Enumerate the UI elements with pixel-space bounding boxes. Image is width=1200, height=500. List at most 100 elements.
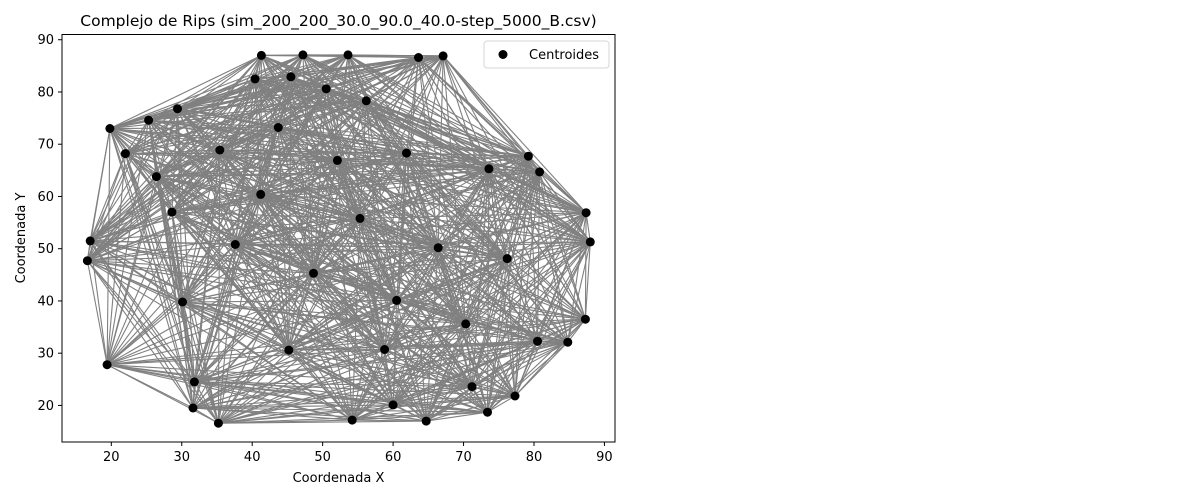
x-tick-label: 20 [103, 450, 120, 465]
rips-edge [171, 76, 292, 213]
rips-edge [194, 381, 427, 422]
centroid-point [230, 240, 240, 249]
rips-edge [234, 194, 262, 245]
rips-edge [288, 171, 540, 351]
rips-edge [278, 127, 508, 260]
rips-edge [177, 108, 221, 151]
rips-edge [313, 272, 386, 350]
rips-edge [288, 348, 385, 351]
chart-title: Complejo de Rips (sim_200_200_30.0_90.0_… [80, 12, 596, 31]
rips-edge [218, 349, 290, 424]
rips-edge [506, 171, 541, 259]
rips-edge [290, 76, 407, 154]
rips-edge [234, 244, 290, 351]
rips-edge [106, 153, 126, 365]
rips-edge [277, 76, 292, 128]
rips-edge [437, 155, 529, 249]
rips-edge [106, 211, 173, 365]
rips-edge [106, 120, 150, 365]
centroid-point [388, 400, 398, 410]
rips-edge [359, 218, 467, 325]
y-axis: 20 30 40 50 60 70 80 90 [37, 33, 62, 414]
rips-edge [288, 160, 338, 351]
rips-edge [219, 149, 236, 245]
rips-edge [218, 420, 427, 424]
rips-edge [437, 247, 489, 413]
rips-edge [471, 340, 538, 388]
rips-edge [393, 404, 488, 413]
rips-edge [106, 364, 219, 424]
rips-edge [277, 127, 315, 274]
rips-edge [471, 212, 587, 387]
rips-edge [288, 168, 490, 351]
rips-edge [148, 120, 173, 213]
rips-edge [148, 119, 361, 219]
rips-edge [181, 149, 221, 303]
rips-edge [277, 127, 386, 350]
rips-edge [176, 108, 195, 382]
rips-edge [392, 340, 538, 406]
rips-edge [277, 127, 467, 325]
centroid-point [510, 391, 520, 401]
rips-edge [325, 88, 407, 154]
centroid-point [105, 124, 115, 133]
rips-edge [87, 211, 173, 262]
rips-edge [193, 149, 221, 382]
rips-edge [87, 260, 385, 351]
rips-edge [182, 301, 488, 413]
rips-edge [465, 258, 508, 325]
rips-edge [194, 381, 394, 406]
rips-edge [325, 88, 490, 170]
y-tick-label: 30 [37, 347, 54, 362]
rips-edge [125, 88, 327, 155]
rips-edge [426, 411, 488, 422]
rips-edge [260, 171, 540, 195]
rips-edge [418, 57, 490, 170]
rips-edge [155, 176, 194, 409]
rips-edge [193, 244, 236, 383]
rips-edge [471, 258, 508, 387]
rips-edge [260, 193, 591, 243]
rips-edge [171, 149, 221, 213]
rips-edge [405, 57, 420, 154]
rips-edge [171, 211, 385, 350]
rips-edge [194, 341, 568, 383]
centroid-point [580, 314, 590, 324]
rips-edge [584, 212, 587, 320]
rips-edge [109, 54, 262, 129]
rips-edge [384, 153, 408, 350]
rips-edge [194, 381, 488, 413]
centroid-point [85, 236, 95, 246]
legend-box [483, 40, 610, 69]
rips-edge [359, 57, 420, 219]
centroid-point [380, 345, 390, 354]
rips-edge [219, 149, 338, 161]
rips-edge [148, 119, 279, 129]
rips-edge [254, 78, 315, 274]
rips-edge [86, 260, 195, 383]
y-tick-label: 70 [37, 138, 54, 153]
rips-edge [336, 160, 398, 301]
rips-edge [313, 171, 540, 274]
rips-edge [194, 323, 466, 383]
centroid-point [533, 336, 542, 346]
rips-edge [288, 349, 473, 388]
rips-edge [89, 54, 304, 242]
rips-edge [442, 55, 587, 214]
rips-edge [384, 300, 398, 350]
rips-edge [235, 243, 586, 320]
centroid-point [256, 189, 266, 199]
rips-edge [312, 100, 367, 274]
rips-edge [393, 395, 516, 406]
x-tick-label: 40 [244, 450, 261, 465]
rips-edge [337, 159, 586, 320]
centroid-point [483, 407, 492, 417]
centroid-point [343, 50, 353, 60]
x-tick-label: 80 [526, 450, 543, 465]
rips-edge [156, 176, 439, 249]
rips-edge [171, 127, 279, 213]
rips-edge [336, 160, 467, 325]
rips-edge [171, 211, 466, 325]
rips-edge [194, 381, 473, 388]
rips-edge [171, 159, 338, 213]
